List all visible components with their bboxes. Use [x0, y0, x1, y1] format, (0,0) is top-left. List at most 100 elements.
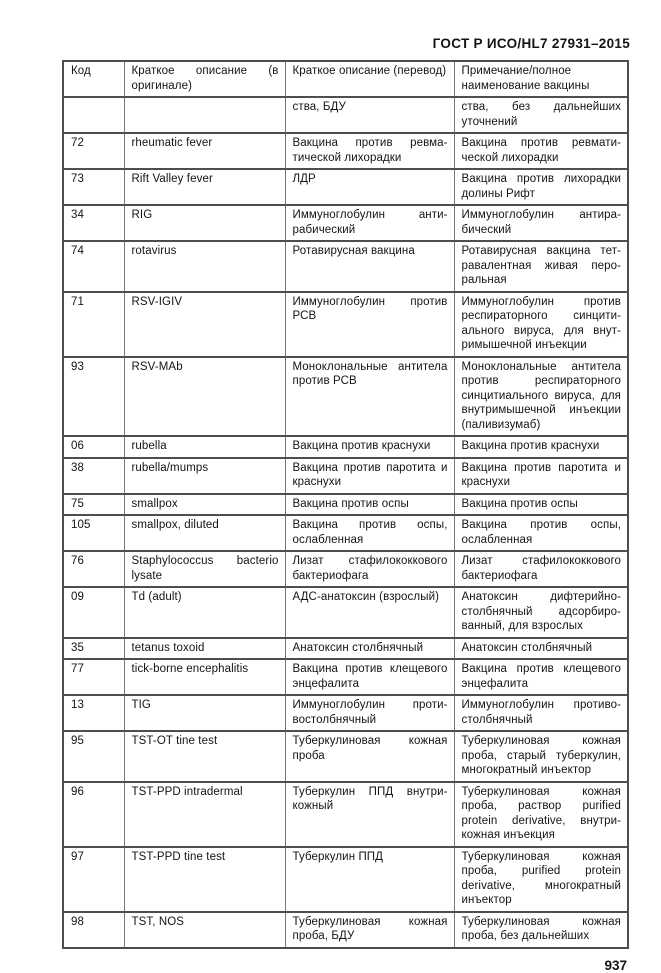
cell-code: 96 — [62, 780, 125, 847]
table-row: ства, БДУ ства, без дальнейших уточнений — [62, 96, 629, 134]
cell-code: 98 — [62, 910, 125, 948]
cell-code: 73 — [62, 168, 125, 206]
cell-original-description: tetanus toxoid — [123, 636, 286, 660]
table-row: 35 tetanus toxoid Анатоксин столбнячный … — [62, 636, 629, 660]
cell-translated-description: Туберкулиновая кожная проба — [284, 730, 455, 782]
cell-original-description: TST-PPD intradermal — [123, 780, 286, 847]
cell-code: 97 — [62, 845, 125, 912]
table-row: 34 RIG Иммуноглобулин анти­рабический Им… — [62, 204, 629, 242]
table-row: 97 TST-PPD tine test Туберкулин ППД Тубе… — [62, 845, 629, 912]
cell-original-description: TST-PPD tine test — [123, 845, 286, 912]
cell-code: 95 — [62, 730, 125, 782]
cell-translated-description: ЛДР — [284, 168, 455, 206]
cell-note-full-name: Туберкулиновая кожная проба, без дальней… — [453, 910, 629, 948]
table-row: 95 TST-OT tine test Туберкулиновая кожна… — [62, 730, 629, 782]
cell-code: 72 — [62, 132, 125, 170]
standard-number: ГОСТ Р ИСО/HL7 27931–2015 — [432, 36, 630, 51]
cell-code: 74 — [62, 240, 125, 292]
column-header-code: Код — [62, 60, 125, 98]
cell-note-full-name: Моноклональные антитела против респирато… — [453, 355, 629, 437]
cell-code: 93 — [62, 355, 125, 437]
cell-translated-description: Ротавирусная вакцина — [284, 240, 455, 292]
cell-translated-description: Иммуноглобулин против РСВ — [284, 290, 455, 357]
table-row: 13 TIG Иммуноглобулин проти­востолбнячны… — [62, 694, 629, 732]
cell-original-description: TST-OT tine test — [123, 730, 286, 782]
cell-original-description — [123, 96, 286, 134]
column-header-translated-description: Краткое описание (пере­вод) — [284, 60, 455, 98]
cell-translated-description: ства, БДУ — [284, 96, 455, 134]
table-row: 75 smallpox Вакцина против оспы Вакцина … — [62, 492, 629, 516]
page-number: 937 — [604, 957, 627, 973]
table-row: 06 rubella Вакцина против краснухи Вакци… — [62, 435, 629, 458]
cell-note-full-name: Вакцина против клещевого энцефалита — [453, 658, 629, 696]
vaccine-code-table: Код Краткое описание (в оригинале) Кратк… — [62, 60, 629, 949]
cell-original-description: rubella — [123, 435, 286, 458]
cell-translated-description: Иммуноглобулин анти­рабический — [284, 204, 455, 242]
cell-translated-description: Вакцина против краснухи — [284, 435, 455, 458]
cell-note-full-name: Иммуноглобулин антира­бический — [453, 204, 629, 242]
cell-original-description: TST, NOS — [123, 910, 286, 948]
column-header-original-description: Краткое описание (в оригинале) — [123, 60, 286, 98]
cell-note-full-name: Вакцина против лихорадки долины Рифт — [453, 168, 629, 206]
cell-note-full-name: Вакцина против паротита и краснухи — [453, 456, 629, 494]
table-row: 73 Rift Valley fever ЛДР Вакцина против … — [62, 168, 629, 206]
cell-code: 06 — [62, 435, 125, 458]
table-row: 96 TST-PPD intradermal Туберкулин ППД вн… — [62, 780, 629, 847]
cell-original-description: Staphylococcus bacterio lysate — [123, 550, 286, 588]
table-row: 71 RSV-IGIV Иммуноглобулин против РСВ Им… — [62, 290, 629, 357]
table-header-row: Код Краткое описание (в оригинале) Кратк… — [62, 60, 629, 98]
cell-note-full-name: Туберкулиновая кожная проба, purified pr… — [453, 845, 629, 912]
table-row: 93 RSV-MAb Моноклональные анти­тела прот… — [62, 355, 629, 437]
cell-translated-description: Лизат стафилококкового бактериофага — [284, 550, 455, 588]
cell-translated-description: АДС-анатоксин (взрос­лый) — [284, 586, 455, 638]
cell-note-full-name: Вакцина против ревмати­ческой лихорадки — [453, 132, 629, 170]
table-row: 105 smallpox, diluted Вакцина против осп… — [62, 514, 629, 552]
cell-note-full-name: Иммуноглобулин противо­столбнячный — [453, 694, 629, 732]
cell-code: 76 — [62, 550, 125, 588]
table-row: 38 rubella/mumps Вакцина против пароти­т… — [62, 456, 629, 494]
cell-note-full-name: Туберкулиновая кожная проба, раствор pur… — [453, 780, 629, 847]
cell-original-description: RSV-IGIV — [123, 290, 286, 357]
cell-note-full-name: Анатоксин столбнячный — [453, 636, 629, 660]
cell-original-description: RIG — [123, 204, 286, 242]
cell-translated-description: Анатоксин столбнячный — [284, 636, 455, 660]
vaccine-table-body: ства, БДУ ства, без дальнейших уточнений… — [62, 96, 629, 948]
cell-original-description: smallpox, diluted — [123, 514, 286, 552]
cell-code: 09 — [62, 586, 125, 638]
cell-translated-description: Вакцина против оспы, ослабленная — [284, 514, 455, 552]
cell-translated-description: Вакцина против ревма­тической лихорадки — [284, 132, 455, 170]
cell-code — [62, 96, 125, 134]
cell-note-full-name: Иммуноглобулин против респираторного син… — [453, 290, 629, 357]
table-row: 74 rotavirus Ротавирусная вакцина Ротави… — [62, 240, 629, 292]
cell-note-full-name: Лизат стафилококкового бактериофага — [453, 550, 629, 588]
table-row: 09 Td (adult) АДС-анатоксин (взрос­лый) … — [62, 586, 629, 638]
cell-code: 38 — [62, 456, 125, 494]
cell-translated-description: Туберкулин ППД внутри­кожный — [284, 780, 455, 847]
cell-code: 77 — [62, 658, 125, 696]
cell-code: 34 — [62, 204, 125, 242]
column-header-note-full-name: Примечание/полное наименование вакцины — [453, 60, 629, 98]
document-page: ГОСТ Р ИСО/HL7 27931–2015 Код Краткое оп… — [62, 36, 630, 973]
cell-translated-description: Туберкулин ППД — [284, 845, 455, 912]
cell-translated-description: Вакцина против оспы — [284, 492, 455, 516]
cell-original-description: Rift Valley fever — [123, 168, 286, 206]
cell-original-description: rheumatic fever — [123, 132, 286, 170]
cell-code: 71 — [62, 290, 125, 357]
cell-code: 75 — [62, 492, 125, 516]
cell-original-description: RSV-MAb — [123, 355, 286, 437]
cell-original-description: smallpox — [123, 492, 286, 516]
cell-note-full-name: Вакцина против оспы, ослабленная — [453, 514, 629, 552]
cell-code: 105 — [62, 514, 125, 552]
cell-note-full-name: Вакцина против оспы — [453, 492, 629, 516]
cell-translated-description: Моноклональные анти­тела против РСВ — [284, 355, 455, 437]
cell-translated-description: Иммуноглобулин проти­востолбнячный — [284, 694, 455, 732]
cell-code: 35 — [62, 636, 125, 660]
cell-original-description: Td (adult) — [123, 586, 286, 638]
cell-note-full-name: ства, без дальнейших уточнений — [453, 96, 629, 134]
cell-original-description: tick-borne encephalitis — [123, 658, 286, 696]
cell-translated-description: Вакцина против пароти­та и краснухи — [284, 456, 455, 494]
cell-note-full-name: Ротавирусная вакцина тет­равалентная жив… — [453, 240, 629, 292]
cell-original-description: rotavirus — [123, 240, 286, 292]
cell-code: 13 — [62, 694, 125, 732]
cell-note-full-name: Анатоксин дифтерийно-столбнячный адсорби… — [453, 586, 629, 638]
